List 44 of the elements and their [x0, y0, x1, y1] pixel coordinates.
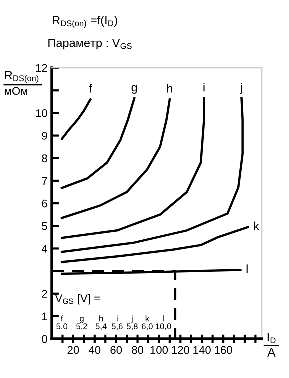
- x-axis-title: I$_{D}$ A: [268, 333, 276, 357]
- y-axis-title: R$_{DS(on)}$ мОм: [5, 71, 39, 96]
- series-label: j: [240, 83, 242, 94]
- y-tick-label: 4: [42, 245, 48, 253]
- x-tick-label: 40: [88, 346, 101, 354]
- x-tick-label: 80: [132, 346, 144, 354]
- y-tick-label: 6: [42, 200, 48, 208]
- annotation: g 5,2: [76, 317, 88, 330]
- annotation: h 5,4: [96, 316, 107, 330]
- chart-title: R$_{DS(on)}$ =f(I$_{D}$): [52, 16, 118, 28]
- line-series: [60, 226, 250, 264]
- annotation: V$_{GS}$ [V] =: [55, 294, 100, 305]
- line-series: [60, 97, 136, 190]
- x-tick-label: 60: [110, 346, 122, 354]
- series-label: k: [254, 222, 260, 230]
- y-tick-label: 10: [36, 109, 48, 118]
- y-tick-label: 0: [42, 335, 48, 344]
- chart-subtitle: Параметр : V$_{GS}$: [48, 39, 132, 50]
- annotation: l 10,0: [156, 316, 172, 330]
- series-label: h: [167, 84, 172, 93]
- line-series: [60, 97, 206, 240]
- series-label: i: [204, 83, 205, 92]
- series-label: g: [132, 85, 138, 94]
- y-tick-label: 9: [42, 132, 48, 140]
- y-tick-label: 7: [42, 177, 48, 185]
- y-tick-label: 5: [42, 222, 48, 230]
- annotation: k 6,0: [142, 316, 153, 330]
- annotation: j 5,8: [126, 316, 138, 330]
- series-label: f: [89, 84, 92, 93]
- y-tick-label: 1: [42, 312, 48, 321]
- line-series: [60, 98, 172, 220]
- y-tick-label: 2: [42, 290, 48, 298]
- annotation: i 5,6: [112, 316, 123, 330]
- y-tick-label: 12: [36, 64, 48, 72]
- x-tick-label: 20: [68, 346, 80, 354]
- x-tick-label: 140: [194, 346, 211, 354]
- line-series: [60, 98, 92, 140]
- line-series: [60, 97, 244, 254]
- y-tick-label: 8: [42, 154, 48, 163]
- x-tick-label: 160: [215, 346, 232, 354]
- series-label: l: [246, 264, 248, 274]
- x-tick-label: 100: [150, 346, 168, 354]
- annotation: f 5,0: [56, 316, 68, 330]
- x-tick-label: 120: [172, 346, 190, 354]
